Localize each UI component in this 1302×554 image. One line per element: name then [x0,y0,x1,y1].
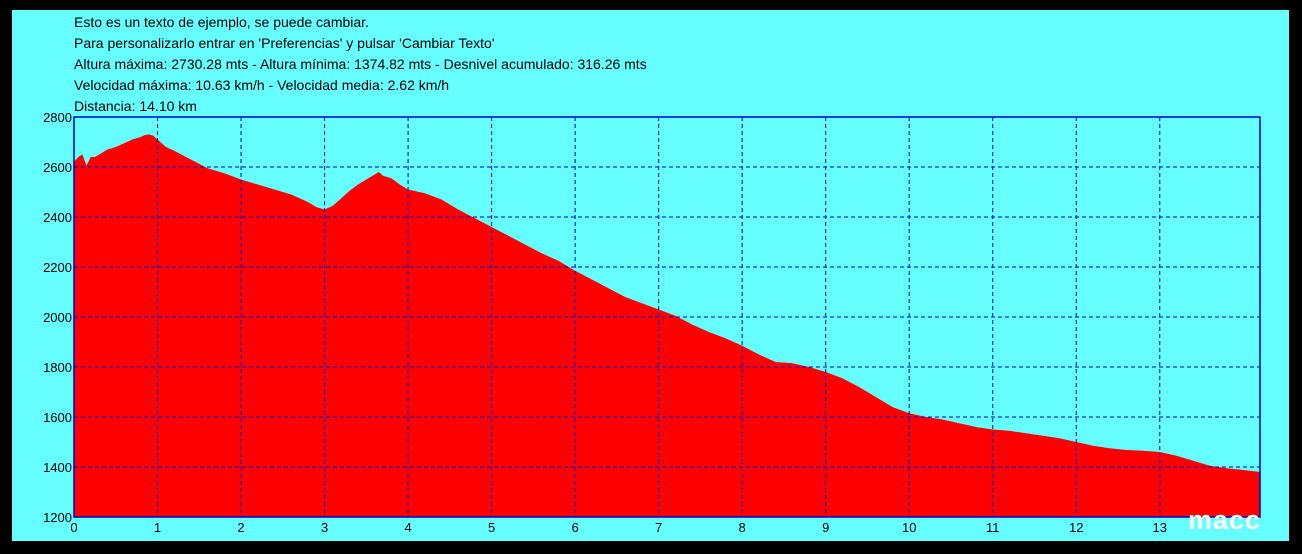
info-line-1: Esto es un texto de ejemplo, se puede ca… [74,14,369,30]
x-tick-label: 3 [321,520,328,535]
info-line-5: Distancia: 14.10 km [74,98,197,114]
x-tick-label: 5 [488,520,495,535]
x-tick-label: 1 [154,520,161,535]
info-line-3: Altura máxima: 2730.28 mts - Altura míni… [74,56,647,72]
x-tick-label: 8 [739,520,746,535]
info-line-2: Para personalizarlo entrar en 'Preferenc… [74,35,495,51]
x-tick-label: 11 [986,520,1000,535]
y-tick-label: 2600 [43,160,72,175]
y-tick-label: 2800 [43,110,72,125]
y-tick-label: 2200 [43,260,72,275]
x-tick-label: 12 [1069,520,1083,535]
y-tick-label: 2000 [43,310,72,325]
y-tick-label: 1400 [43,460,72,475]
plot-border [73,116,1261,518]
x-tick-label: 4 [404,520,411,535]
x-tick-label: 0 [70,520,77,535]
y-tick-label: 1600 [43,410,72,425]
x-tick-label: 10 [902,520,916,535]
x-tick-label: 9 [822,520,829,535]
y-tick-label: 1800 [43,360,72,375]
x-tick-label: 7 [655,520,662,535]
x-tick-label: 6 [572,520,579,535]
info-panel: Esto es un texto de ejemplo, se puede ca… [74,12,647,117]
info-line-4: Velocidad máxima: 10.63 km/h - Velocidad… [74,77,450,93]
y-tick-label: 1200 [43,510,72,525]
y-tick-label: 2400 [43,210,72,225]
x-tick-label: 2 [237,520,244,535]
elevation-area [74,134,1260,517]
watermark-text: macc [1188,505,1262,535]
x-tick-label: 13 [1153,520,1167,535]
